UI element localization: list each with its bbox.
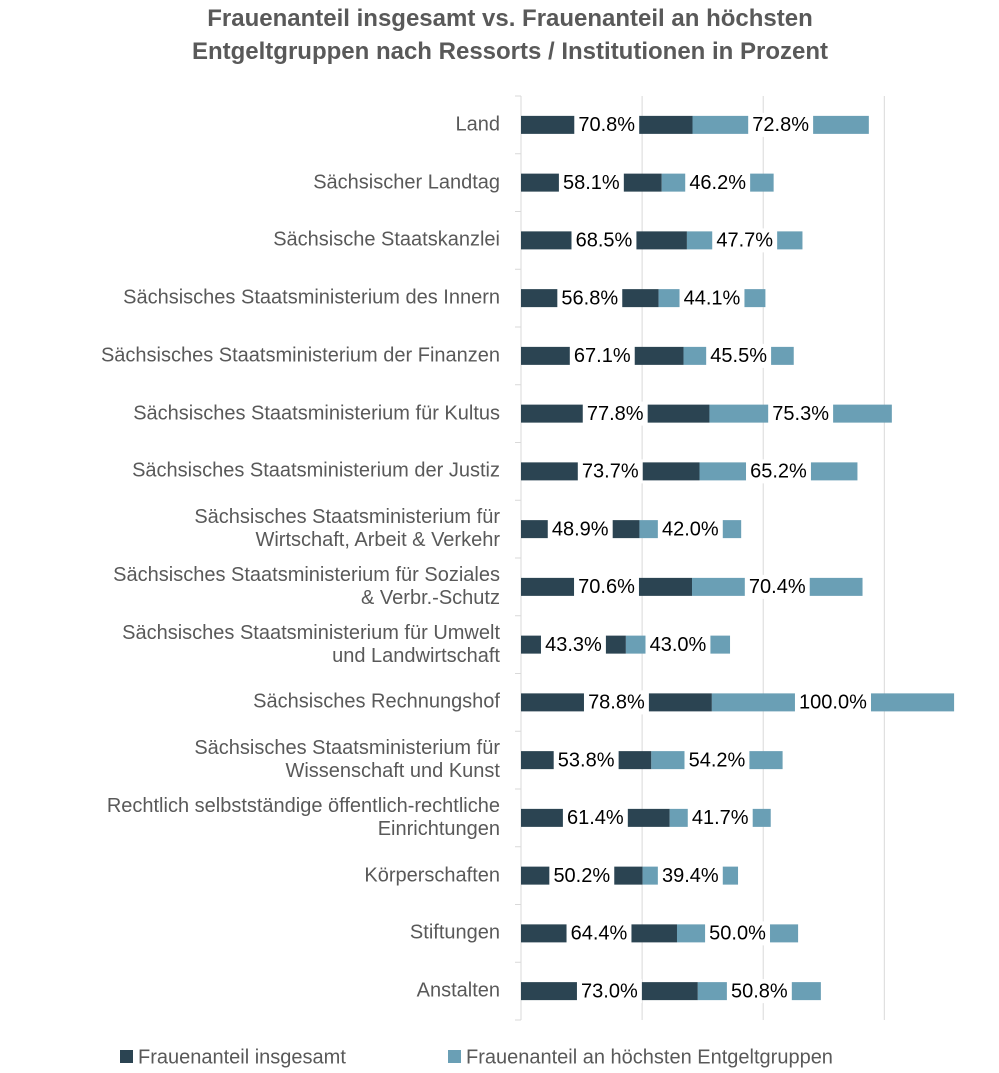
data-label-bg (705, 921, 771, 946)
data-label: 70.4% (749, 576, 806, 598)
data-label: 70.6% (578, 576, 635, 598)
data-label: 65.2% (750, 461, 807, 483)
y-tick-label: Sächsisches Staatsministerium der Finanz… (100, 344, 500, 367)
data-label-bg (553, 748, 619, 773)
y-tick-label: Anstalten (416, 979, 500, 1002)
data-label-bg (576, 979, 642, 1004)
data-label-bg (706, 343, 772, 368)
data-label-bg (549, 863, 615, 888)
data-label: 77.8% (587, 403, 644, 425)
y-tick-label: Sächsisches Staatsministerium für Sozial… (113, 563, 500, 609)
data-label: 61.4% (567, 807, 624, 829)
data-label-bg (645, 632, 711, 657)
data-label-bg (571, 228, 637, 253)
data-label-bg (577, 459, 643, 484)
data-label-bg (794, 690, 872, 715)
data-label: 70.8% (578, 114, 635, 136)
legend-swatch (448, 1050, 461, 1063)
data-label-bg (768, 401, 834, 426)
data-label: 72.8% (752, 114, 809, 136)
data-label-bg (547, 517, 613, 542)
data-label: 42.0% (662, 518, 719, 540)
data-label: 54.2% (689, 749, 746, 771)
data-label-bg (748, 112, 814, 137)
y-tick-label: Stiftungen (409, 921, 500, 944)
y-tick-label: Sächsischer Landtag (313, 171, 500, 194)
data-label-bg (540, 632, 606, 657)
y-tick-label: Sächsisches Rechnungshof (253, 690, 500, 713)
data-label-bg (582, 401, 648, 426)
data-label-bg (557, 286, 623, 311)
data-label-bg (746, 459, 811, 484)
data-label: 41.7% (692, 807, 749, 829)
data-label-bg (566, 921, 632, 946)
legend-label: Frauenanteil insgesamt (138, 1046, 346, 1068)
data-label-bg (726, 979, 792, 1004)
y-tick-label: Körperschaften (364, 864, 500, 887)
y-tick-label: Sächsisches Staatsministerium des Innern (123, 286, 500, 309)
data-label-bg (685, 170, 751, 195)
y-tick-label: Rechtlich selbstständige öffentlich-rech… (106, 794, 500, 840)
legend-swatch (120, 1050, 133, 1063)
y-tick-label: Sächsisches Staatsministerium für Wirtsc… (194, 506, 500, 552)
data-label: 64.4% (571, 923, 628, 945)
data-label: 75.3% (772, 403, 829, 425)
data-label-bg (574, 112, 640, 137)
data-label: 56.8% (561, 287, 618, 309)
data-label: 67.1% (574, 345, 631, 367)
data-label: 44.1% (684, 287, 741, 309)
data-label: 53.8% (558, 749, 615, 771)
data-label-bg (558, 170, 624, 195)
y-tick-label: Sächsisches Staatsministerium für Wissen… (194, 737, 500, 783)
data-label-bg (569, 343, 635, 368)
data-label: 48.9% (552, 518, 609, 540)
data-label-bg (583, 690, 649, 715)
y-tick-label: Sächsisches Staatsministerium für Kultus (133, 402, 500, 425)
data-label: 45.5% (710, 345, 767, 367)
data-label-bg (562, 805, 628, 830)
data-label-bg (574, 574, 639, 599)
data-label: 43.3% (545, 634, 602, 656)
data-label: 58.1% (563, 172, 620, 194)
data-label: 73.7% (582, 461, 639, 483)
data-label-bg (657, 863, 723, 888)
data-label-bg (687, 805, 753, 830)
data-label: 50.8% (731, 980, 788, 1002)
y-tick-label: Land (455, 113, 501, 136)
data-label-bg (657, 517, 723, 542)
data-label: 50.2% (553, 865, 610, 887)
data-label: 39.4% (662, 865, 719, 887)
data-label-bg (679, 286, 745, 311)
data-label-bg (744, 574, 810, 599)
y-tick-label: Sächsisches Staatsministerium der Justiz (132, 459, 500, 482)
chart-title: Frauenanteil insgesamt vs. Frauenanteil … (192, 5, 828, 65)
data-label: 68.5% (576, 230, 633, 252)
data-label: 47.7% (716, 230, 773, 252)
data-label-bg (712, 228, 778, 253)
data-label: 50.0% (709, 923, 766, 945)
data-label: 100.0% (799, 692, 867, 714)
data-label: 43.0% (650, 634, 707, 656)
data-label: 46.2% (689, 172, 746, 194)
y-tick-label: Sächsisches Staatsministerium für Umwelt… (122, 621, 500, 667)
y-tick-label: Sächsische Staatskanzlei (273, 228, 500, 251)
data-label: 73.0% (581, 980, 638, 1002)
legend-label: Frauenanteil an höchsten Entgeltgruppen (466, 1046, 833, 1068)
data-label: 78.8% (588, 692, 645, 714)
data-label-bg (684, 748, 750, 773)
